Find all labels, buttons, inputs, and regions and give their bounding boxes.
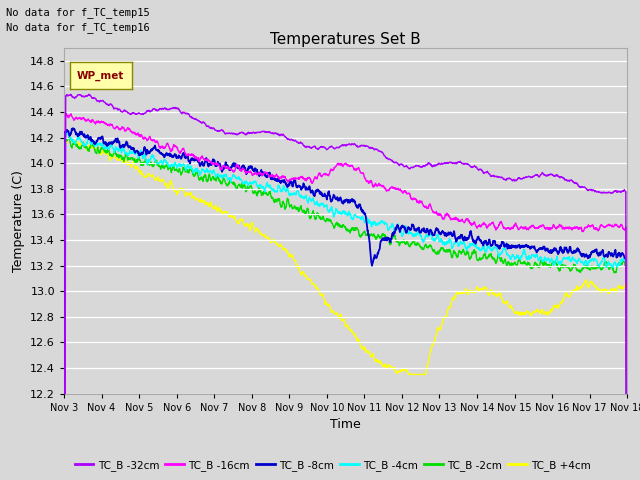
Text: No data for f_TC_temp15: No data for f_TC_temp15 <box>6 7 150 18</box>
Title: Temperatures Set B: Temperatures Set B <box>270 32 421 47</box>
Y-axis label: Temperature (C): Temperature (C) <box>12 170 24 272</box>
Legend: TC_B -32cm, TC_B -16cm, TC_B -8cm, TC_B -4cm, TC_B -2cm, TC_B +4cm: TC_B -32cm, TC_B -16cm, TC_B -8cm, TC_B … <box>70 456 595 475</box>
Text: No data for f_TC_temp16: No data for f_TC_temp16 <box>6 22 150 33</box>
X-axis label: Time: Time <box>330 418 361 431</box>
